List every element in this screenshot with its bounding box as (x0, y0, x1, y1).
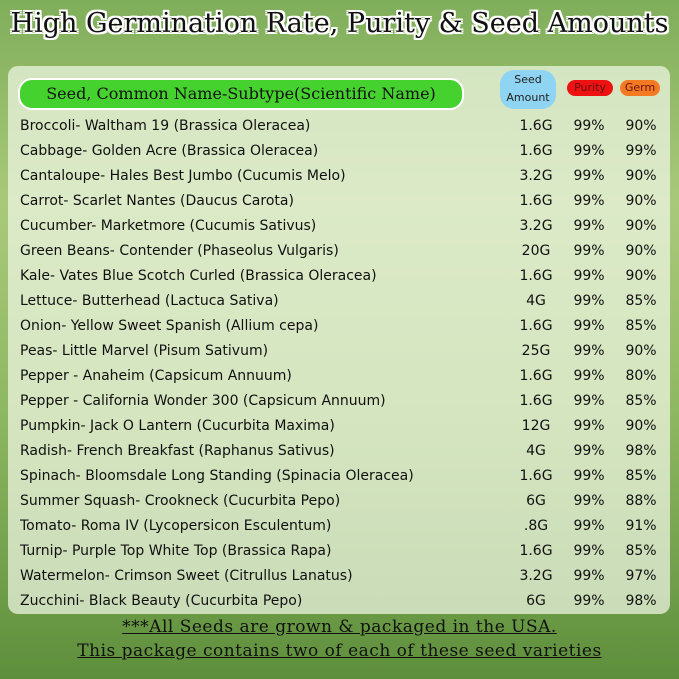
cell-value: 6G (526, 593, 546, 609)
cell-value: 90% (625, 118, 657, 134)
cell-value: 4G (526, 293, 546, 309)
cell-value: 97% (625, 568, 657, 584)
cell-value: 99% (573, 543, 605, 559)
cell-value: 1.6G (519, 193, 553, 209)
seed-name: Peas- Little Marvel (Pisum Sativum) (20, 343, 269, 359)
cell-value: 99% (625, 143, 657, 159)
column-header: Seed, Common Name-Subtype(Scientific Nam… (18, 78, 464, 110)
seed-name: Cantaloupe- Hales Best Jumbo (Cucumis Me… (20, 168, 346, 184)
cell-value: 1.6G (519, 268, 553, 284)
cell-value: 99% (573, 368, 605, 384)
seed-name: Watermelon- Crimson Sweet (Citrullus Lan… (20, 568, 353, 584)
cell-value: 3.2G (519, 168, 553, 184)
table-panel (8, 66, 670, 614)
seed-name: Tomato- Roma IV (Lycopersicon Esculentum… (20, 518, 332, 534)
cell-value: 99% (573, 418, 605, 434)
cell-value: 99% (573, 593, 605, 609)
cell-value: 1.6G (519, 143, 553, 159)
cell-value: 99% (573, 268, 605, 284)
cell-value: 20G (521, 243, 551, 259)
seed-name: Spinach- Bloomsdale Long Standing (Spina… (20, 468, 414, 484)
cell-value: 3.2G (519, 218, 553, 234)
cell-value: 99% (573, 393, 605, 409)
seed-name: Radish- French Breakfast (Raphanus Sativ… (20, 443, 335, 459)
cell-value: 90% (625, 418, 657, 434)
cell-value: 99% (573, 568, 605, 584)
cell-value: 90% (625, 193, 657, 209)
cell-value: 90% (625, 243, 657, 259)
cell-value: 90% (625, 218, 657, 234)
cell-value: 90% (625, 268, 657, 284)
cell-value: 6G (526, 493, 546, 509)
seed-name: Broccoli- Waltham 19 (Brassica Oleracea) (20, 118, 311, 134)
column-header: Purity (567, 80, 613, 96)
seed-name: Onion- Yellow Sweet Spanish (Allium cepa… (20, 318, 319, 334)
cell-value: 99% (573, 118, 605, 134)
cell-value: 88% (625, 493, 657, 509)
seed-name: Kale- Vates Blue Scotch Curled (Brassica… (20, 268, 377, 284)
seed-name: Pepper - Anaheim (Capsicum Annuum) (20, 368, 292, 384)
cell-value: 99% (573, 143, 605, 159)
cell-value: 1.6G (519, 368, 553, 384)
seed-name: Lettuce- Butterhead (Lactuca Sativa) (20, 293, 279, 309)
cell-value: 99% (573, 193, 605, 209)
cell-value: 85% (625, 543, 657, 559)
cell-value: 85% (625, 318, 657, 334)
seed-name: Pumpkin- Jack O Lantern (Cucurbita Maxim… (20, 418, 335, 434)
seed-name: Pepper - California Wonder 300 (Capsicum… (20, 393, 386, 409)
cell-value: 98% (625, 443, 657, 459)
cell-value: 3.2G (519, 568, 553, 584)
footer-line: This package contains two of each of the… (77, 641, 602, 661)
cell-value: 99% (573, 293, 605, 309)
cell-value: 1.6G (519, 118, 553, 134)
cell-value: 80% (625, 368, 657, 384)
cell-value: 99% (573, 243, 605, 259)
cell-value: 85% (625, 468, 657, 484)
cell-value: 1.6G (519, 468, 553, 484)
column-header: Seed Amount (500, 70, 556, 109)
seed-name: Cucumber- Marketmore (Cucumis Sativus) (20, 218, 317, 234)
cell-value: 99% (573, 218, 605, 234)
cell-value: 1.6G (519, 393, 553, 409)
column-header: Germ (620, 80, 660, 96)
cell-value: 1.6G (519, 543, 553, 559)
cell-value: 99% (573, 168, 605, 184)
cell-value: 99% (573, 493, 605, 509)
seed-name: Turnip- Purple Top White Top (Brassica R… (20, 543, 332, 559)
seed-name: Summer Squash- Crookneck (Cucurbita Pepo… (20, 493, 341, 509)
cell-value: 99% (573, 343, 605, 359)
cell-value: 91% (625, 518, 657, 534)
cell-value: 99% (573, 468, 605, 484)
seed-name: Green Beans- Contender (Phaseolus Vulgar… (20, 243, 339, 259)
title: High Germination Rate, Purity & Seed Amo… (10, 8, 669, 39)
cell-value: 98% (625, 593, 657, 609)
cell-value: 99% (573, 443, 605, 459)
cell-value: 4G (526, 443, 546, 459)
cell-value: 99% (573, 518, 605, 534)
cell-value: 85% (625, 393, 657, 409)
cell-value: 99% (573, 318, 605, 334)
seed-name: Carrot- Scarlet Nantes (Daucus Carota) (20, 193, 294, 209)
footer-line: ***All Seeds are grown & packaged in the… (122, 617, 557, 637)
cell-value: 85% (625, 293, 657, 309)
cell-value: 1.6G (519, 318, 553, 334)
seed-name: Cabbage- Golden Acre (Brassica Oleracea) (20, 143, 319, 159)
seed-name: Zucchini- Black Beauty (Cucurbita Pepo) (20, 593, 303, 609)
cell-value: 90% (625, 343, 657, 359)
cell-value: 12G (521, 418, 551, 434)
cell-value: .8G (523, 518, 549, 534)
cell-value: 90% (625, 168, 657, 184)
cell-value: 25G (521, 343, 551, 359)
